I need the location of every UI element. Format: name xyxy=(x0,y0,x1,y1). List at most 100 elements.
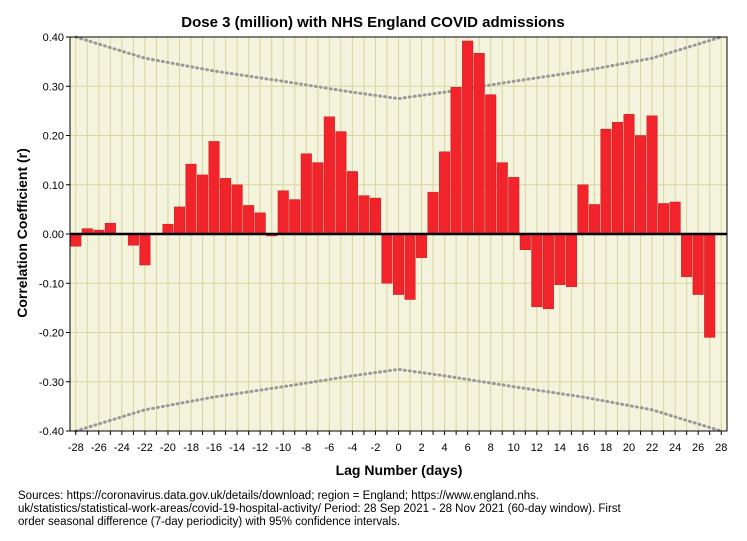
bar xyxy=(531,233,543,308)
x-tick-label: 10 xyxy=(508,442,520,454)
bar xyxy=(220,178,232,235)
x-tick-label: 20 xyxy=(623,442,635,454)
x-tick-labels: -28 -26 -24 -22 -20 -18 -16 -14 -12 -10 -8 -6 -4 -2 0 2… xyxy=(68,442,728,454)
bar xyxy=(439,151,451,235)
lower-ci-line xyxy=(74,367,723,433)
bar xyxy=(312,162,324,235)
y-tick-label: 0.00 xyxy=(43,229,64,241)
bar xyxy=(427,191,439,235)
bar xyxy=(381,233,393,284)
bar xyxy=(173,206,186,235)
y-tick-label: -0.30 xyxy=(39,377,64,389)
x-tick-label: 16 xyxy=(577,442,589,454)
x-tick-label: 8 xyxy=(488,442,494,454)
x-tick-label: -12 xyxy=(252,442,268,454)
confidence-band xyxy=(74,35,723,433)
upper-ci-line xyxy=(74,35,723,101)
x-tick-label: 14 xyxy=(554,442,566,454)
bar xyxy=(289,199,301,235)
y-tick-labels: 0.40 0.30 0.20 0.10 0.00 -0.10 -0.20 -0.30 -0.40 xyxy=(39,32,64,438)
bar xyxy=(127,233,139,246)
bar xyxy=(600,128,612,235)
bar xyxy=(335,131,347,235)
x-tick-label: -18 xyxy=(183,442,199,454)
bar xyxy=(450,87,462,235)
bar xyxy=(300,153,312,235)
bar xyxy=(692,233,704,295)
y-tick-label: 0.30 xyxy=(43,81,64,93)
x-axis-label: Lag Number (days) xyxy=(336,462,463,478)
bar xyxy=(243,205,255,235)
axes xyxy=(66,36,728,435)
x-tick-label: 6 xyxy=(465,442,471,454)
x-tick-label: -28 xyxy=(68,442,84,454)
x-tick-label: -16 xyxy=(206,442,222,454)
x-tick-label: -22 xyxy=(137,442,153,454)
x-tick-label: -2 xyxy=(371,442,381,454)
bar xyxy=(358,195,370,235)
bar xyxy=(519,233,531,250)
bar xyxy=(588,204,600,235)
bar xyxy=(611,122,624,235)
x-tick-label: 22 xyxy=(646,442,658,454)
bar xyxy=(369,197,381,235)
bar xyxy=(254,212,266,235)
bar xyxy=(681,233,693,278)
y-tick-label: -0.10 xyxy=(39,278,64,290)
chart-title: Dose 3 (million) with NHS England COVID … xyxy=(181,14,564,31)
bar xyxy=(404,233,416,300)
bar xyxy=(646,115,658,235)
x-tick-label: -20 xyxy=(160,442,176,454)
bar xyxy=(104,222,116,235)
bar xyxy=(197,174,209,235)
bar xyxy=(635,135,647,235)
bar xyxy=(462,40,474,235)
x-tick-label: -6 xyxy=(324,442,334,454)
bar xyxy=(70,233,82,247)
x-tick-label: -24 xyxy=(114,442,130,454)
bar xyxy=(485,94,497,235)
x-tick-label: 2 xyxy=(418,442,424,454)
bar xyxy=(139,233,151,266)
x-tick-label: 24 xyxy=(669,442,681,454)
y-tick-label: 0.40 xyxy=(43,32,64,44)
x-tick-label: 28 xyxy=(715,442,727,454)
bar xyxy=(542,233,554,310)
bar xyxy=(658,203,670,235)
bar xyxy=(508,177,520,235)
x-tick-label: 26 xyxy=(692,442,704,454)
bar xyxy=(554,233,566,285)
x-tick-label: -4 xyxy=(348,442,358,454)
bar xyxy=(565,233,577,287)
bar xyxy=(669,201,681,235)
x-tick-label: -14 xyxy=(229,442,245,454)
bar xyxy=(704,233,716,338)
y-tick-label: -0.20 xyxy=(39,328,64,340)
bar xyxy=(162,223,174,235)
bar xyxy=(577,184,589,235)
y-axis-label: Correlation Coefficient (r) xyxy=(14,148,30,318)
bar xyxy=(323,116,335,235)
x-tick-label: 12 xyxy=(531,442,543,454)
bar xyxy=(208,141,220,235)
bar xyxy=(623,114,635,235)
y-tick-label: -0.40 xyxy=(39,426,64,438)
x-tick-label: 0 xyxy=(395,442,401,454)
bar xyxy=(346,171,358,235)
x-tick-label: 4 xyxy=(442,442,448,454)
bar xyxy=(277,190,289,235)
bar xyxy=(185,163,197,235)
bar xyxy=(392,233,405,295)
bar xyxy=(473,53,485,235)
bars xyxy=(70,40,716,338)
sources-note: Sources: https://coronavirus.data.gov.uk… xyxy=(18,490,621,528)
x-tick-label: -8 xyxy=(301,442,311,454)
y-tick-label: 0.20 xyxy=(43,131,64,143)
x-tick-label: -10 xyxy=(275,442,291,454)
bar xyxy=(416,233,428,258)
x-tick-label: -26 xyxy=(91,442,107,454)
x-tick-label: 18 xyxy=(600,442,612,454)
bar xyxy=(496,162,508,235)
y-tick-label: 0.10 xyxy=(43,180,64,192)
